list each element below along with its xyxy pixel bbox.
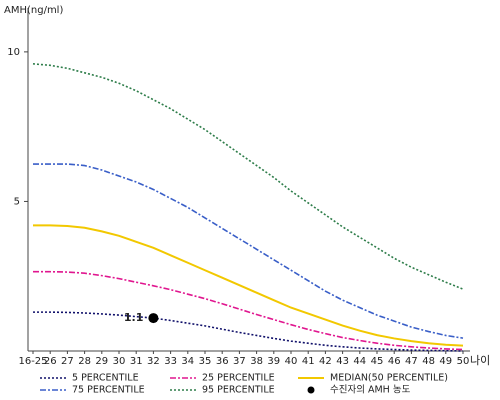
x-tick-label: 34 — [181, 356, 194, 367]
x-tick-label: 45 — [371, 356, 384, 367]
x-tick-label: 39 — [267, 356, 280, 367]
legend-label: 25 PERCENTILE — [202, 373, 275, 384]
x-tick-label: 46 — [388, 356, 401, 367]
x-tick-label: 36 — [216, 356, 229, 367]
x-tick-label: 50 — [457, 356, 470, 367]
x-tick-label: 47 — [405, 356, 418, 367]
x-tick-label: 38 — [250, 356, 263, 367]
x-tick-label: 41 — [302, 356, 315, 367]
x-tick-label: 29 — [95, 356, 108, 367]
x-axis-label: 나이 — [470, 354, 490, 367]
x-tick-label: 27 — [61, 356, 74, 367]
x-tick-label: 48 — [422, 356, 435, 367]
series-line — [33, 163, 464, 339]
y-tick-label: 5 — [14, 196, 20, 207]
series-line — [33, 270, 464, 351]
patient-point — [148, 313, 159, 324]
x-tick-label: 35 — [199, 356, 212, 367]
legend-label: 5 PERCENTILE — [72, 373, 139, 384]
x-tick-label: 40 — [285, 356, 298, 367]
x-tick-label: 49 — [439, 356, 452, 367]
x-tick-label: 30 — [113, 356, 126, 367]
legend-swatch — [307, 386, 315, 394]
legend-label: 수진자의 AMH 농도 — [330, 385, 411, 396]
series-line — [32, 63, 464, 290]
x-tick-label: 26 — [44, 356, 57, 367]
series-line — [33, 224, 464, 347]
x-tick-label: 32 — [147, 356, 160, 367]
x-tick-label: 43 — [336, 356, 349, 367]
legend-label: MEDIAN(50 PERCENTILE) — [330, 373, 448, 384]
x-tick-label: 44 — [353, 356, 366, 367]
x-tick-label: 33 — [164, 356, 177, 367]
x-tick-label: 42 — [319, 356, 332, 367]
x-tick-label: 37 — [233, 356, 246, 367]
x-tick-label: 28 — [78, 356, 91, 367]
y-tick-label: 10 — [7, 47, 20, 58]
patient-label: 1.1 — [124, 311, 144, 324]
legend-label: 95 PERCENTILE — [202, 385, 275, 396]
series-line — [33, 311, 464, 352]
y-axis-label: AMH(ng/ml) — [4, 5, 63, 16]
legend-label: 75 PERCENTILE — [72, 385, 145, 396]
x-tick-label: 31 — [130, 356, 143, 367]
x-tick-label: 16-25 — [18, 356, 47, 367]
